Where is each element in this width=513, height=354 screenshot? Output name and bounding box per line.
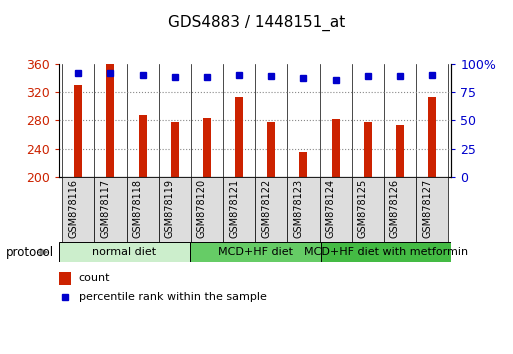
Text: count: count [78,273,110,283]
Text: GDS4883 / 1448151_at: GDS4883 / 1448151_at [168,15,345,31]
Bar [171,122,179,177]
Bar [267,122,275,177]
Text: GSM878118: GSM878118 [133,179,143,238]
FancyBboxPatch shape [320,177,352,242]
Text: GSM878126: GSM878126 [390,179,400,238]
Bar [74,85,82,177]
Text: GSM878121: GSM878121 [229,179,239,238]
FancyBboxPatch shape [127,177,159,242]
FancyBboxPatch shape [191,177,223,242]
Text: GSM878123: GSM878123 [293,179,304,238]
Text: normal diet: normal diet [92,247,156,257]
FancyBboxPatch shape [94,177,127,242]
Text: GSM878119: GSM878119 [165,179,175,238]
FancyBboxPatch shape [255,177,287,242]
Bar [331,119,340,177]
Bar [396,125,404,177]
FancyBboxPatch shape [321,242,451,262]
FancyBboxPatch shape [416,177,448,242]
Text: MCD+HF diet: MCD+HF diet [218,247,293,257]
Text: MCD+HF diet with metformin: MCD+HF diet with metformin [304,247,468,257]
Text: GSM878125: GSM878125 [358,179,368,238]
Bar [203,118,211,177]
Bar [364,122,372,177]
Bar [139,115,147,177]
Bar [59,272,71,285]
Text: GSM878117: GSM878117 [101,179,110,238]
Bar [428,97,436,177]
Text: GSM878124: GSM878124 [326,179,336,238]
FancyBboxPatch shape [287,177,320,242]
Text: GSM878120: GSM878120 [197,179,207,238]
FancyBboxPatch shape [159,177,191,242]
Text: GSM878122: GSM878122 [261,179,271,238]
FancyBboxPatch shape [223,177,255,242]
FancyBboxPatch shape [190,242,321,262]
Text: protocol: protocol [6,246,54,259]
Text: GSM878116: GSM878116 [68,179,78,238]
FancyBboxPatch shape [352,177,384,242]
FancyBboxPatch shape [62,177,94,242]
Text: GSM878127: GSM878127 [422,179,432,238]
FancyBboxPatch shape [59,242,190,262]
Text: percentile rank within the sample: percentile rank within the sample [78,292,266,302]
Bar [235,97,243,177]
FancyBboxPatch shape [384,177,416,242]
Bar [106,64,114,177]
Bar [300,152,307,177]
